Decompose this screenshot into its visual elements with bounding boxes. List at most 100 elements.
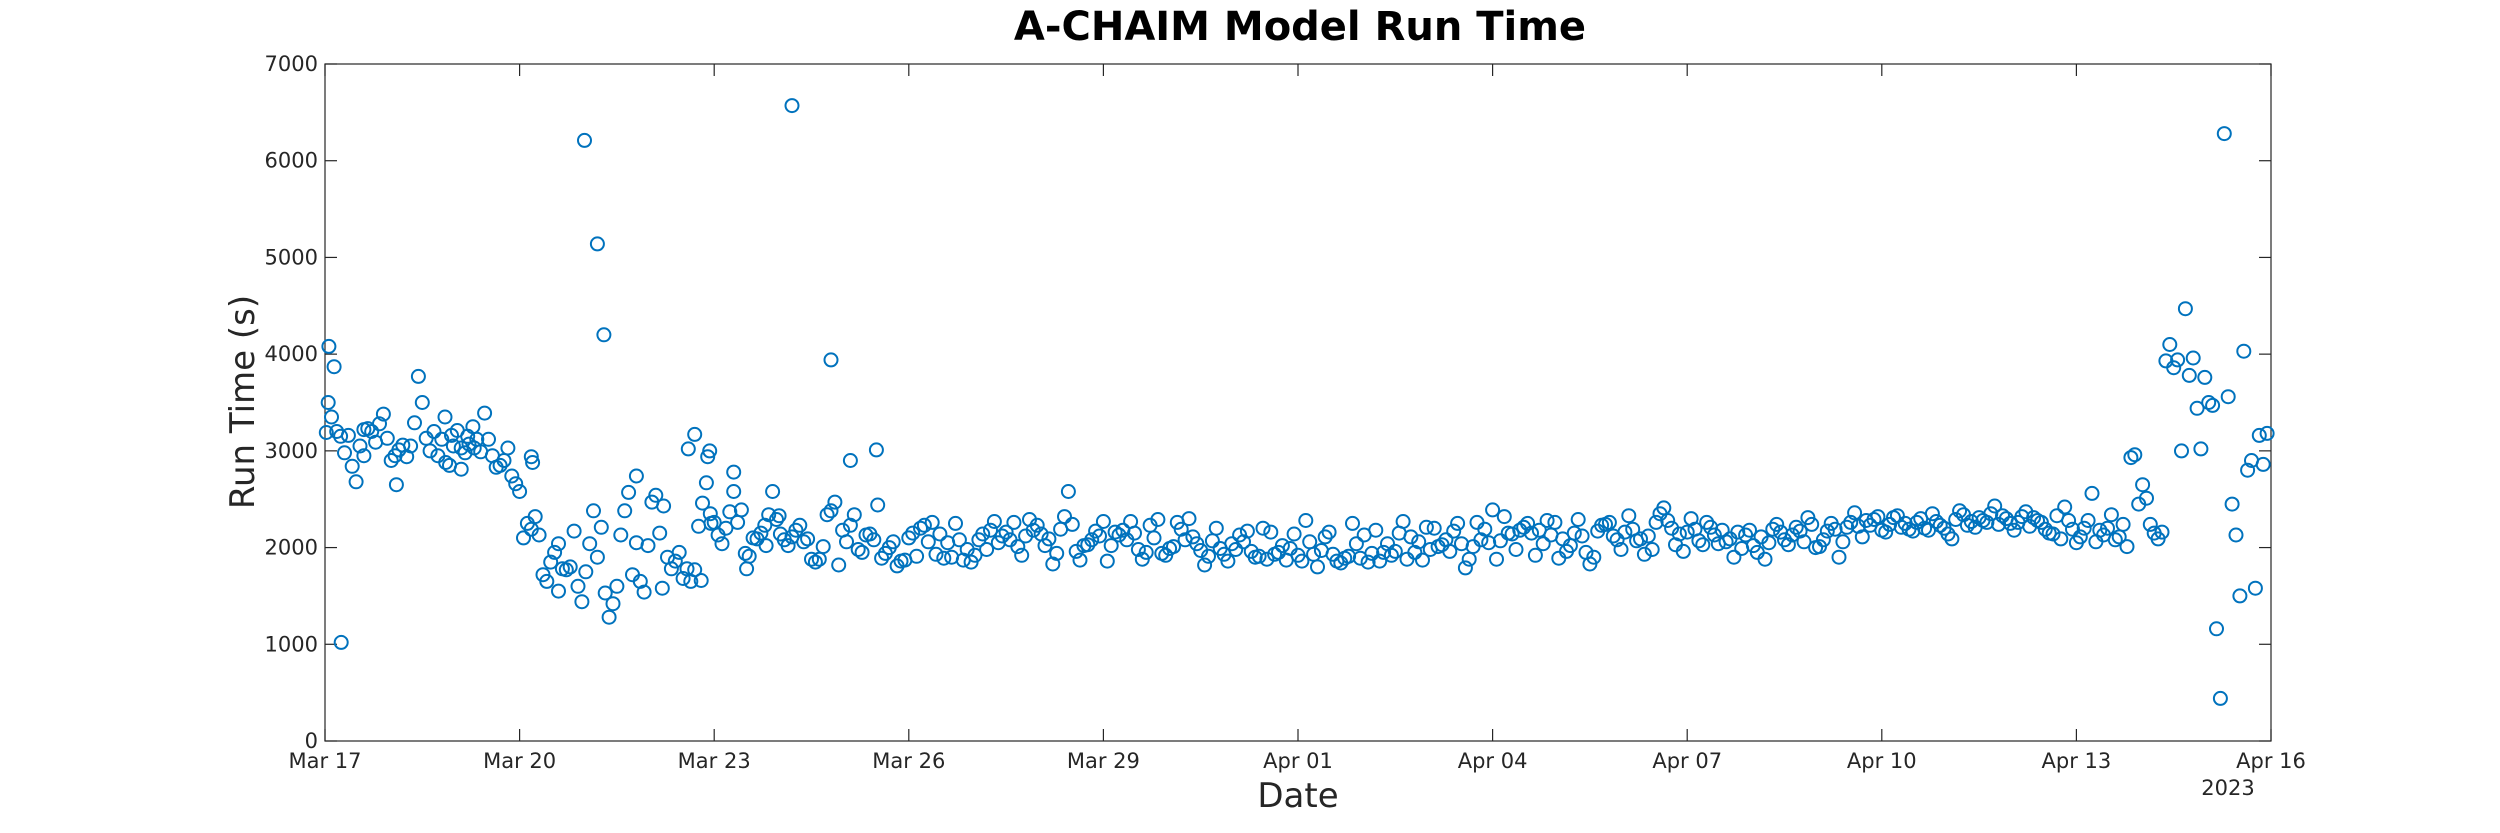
data-point [344, 458, 360, 474]
y-tick-label: 2000 [265, 536, 318, 560]
x-axis: Mar 17 Mar 20 Mar 23 Mar 26 Mar 29 Apr 01 Apr … [288, 64, 2306, 773]
data-point [831, 557, 847, 573]
data-point [460, 428, 476, 444]
data-point [1621, 508, 1637, 524]
data-point [1099, 553, 1115, 569]
data-point [1259, 551, 1275, 567]
data-point [663, 561, 679, 577]
data-point [1636, 546, 1652, 562]
data-point [2220, 389, 2236, 405]
data-point [951, 532, 967, 548]
data-point [2065, 521, 2080, 537]
data-point [733, 502, 749, 518]
data-point [1345, 515, 1360, 531]
data-point [466, 440, 482, 456]
data-point [586, 503, 601, 519]
data-point [2061, 513, 2077, 528]
year-label: 2023 [2201, 776, 2254, 800]
data-point [574, 594, 590, 610]
data-point [1617, 524, 1633, 540]
data-point [1757, 551, 1773, 567]
x-tick-label: Mar 26 [872, 749, 945, 773]
data-point [453, 461, 469, 477]
data-point [1010, 539, 1026, 555]
data-point [1524, 525, 1539, 541]
data-point [979, 542, 995, 557]
data-point [1932, 517, 1948, 533]
data-point [340, 427, 356, 443]
data-point [839, 534, 854, 550]
data-point [2224, 496, 2240, 512]
data-point [807, 554, 823, 570]
data-point [527, 509, 543, 525]
data-point [753, 525, 769, 541]
data-point [1924, 506, 1940, 522]
data-point [1496, 509, 1512, 525]
data-point [765, 484, 781, 499]
data-point [726, 484, 742, 499]
data-point [800, 531, 816, 547]
data-point [1197, 557, 1213, 573]
data-point [2127, 447, 2143, 463]
data-point [2057, 499, 2073, 515]
data-point [348, 474, 364, 490]
data-point [578, 564, 594, 580]
data-point [784, 98, 800, 114]
data-point [998, 524, 1014, 540]
data-point [675, 571, 691, 586]
data-point [652, 525, 668, 541]
data-point [1006, 514, 1022, 530]
data-point [885, 534, 901, 550]
data-point [1127, 525, 1142, 541]
data-point [1450, 515, 1466, 531]
x-tick-label: Mar 23 [678, 749, 751, 773]
data-point [2232, 588, 2248, 604]
data-point [928, 546, 944, 562]
data-point [758, 538, 774, 554]
data-point [477, 405, 493, 421]
y-tick-label: 0 [305, 729, 318, 753]
data-point [1866, 512, 1882, 527]
data-point [2205, 397, 2221, 413]
data-point [1671, 526, 1687, 542]
data-point [2177, 301, 2193, 317]
data-point [1948, 512, 1964, 527]
data-point [2037, 521, 2053, 537]
data-point [558, 562, 574, 578]
data-point [994, 528, 1010, 544]
data-point [2240, 462, 2256, 478]
data-point [1411, 534, 1427, 550]
data-point [823, 503, 839, 519]
data-point [1372, 553, 1388, 569]
data-point [438, 455, 454, 470]
data-point [722, 504, 738, 520]
data-point [2170, 352, 2186, 368]
data-point [2255, 456, 2271, 472]
x-tick-label: Apr 01 [1263, 749, 1333, 773]
data-point [2209, 621, 2224, 637]
data-point [562, 559, 578, 575]
data-point [523, 449, 539, 465]
data-point [2185, 350, 2201, 366]
data-point [2174, 443, 2189, 459]
data-point [1547, 514, 1563, 530]
data-point [842, 453, 858, 468]
data-point [407, 415, 422, 431]
data-point [500, 440, 516, 456]
data-point [693, 573, 709, 588]
data-point [1111, 527, 1127, 543]
x-tick-label: Apr 13 [2042, 749, 2112, 773]
x-tick-label: Apr 04 [1458, 749, 1528, 773]
data-point [318, 425, 334, 440]
data-point [437, 409, 453, 425]
data-point [771, 508, 787, 524]
data-point [2247, 580, 2263, 596]
data-point [1847, 505, 1863, 521]
data-point [2154, 524, 2170, 540]
data-point [551, 536, 566, 552]
data-point [1274, 538, 1290, 554]
data-point [1508, 542, 1524, 557]
data-point [702, 506, 718, 522]
data-point [333, 428, 349, 444]
data-point [1878, 524, 1894, 540]
